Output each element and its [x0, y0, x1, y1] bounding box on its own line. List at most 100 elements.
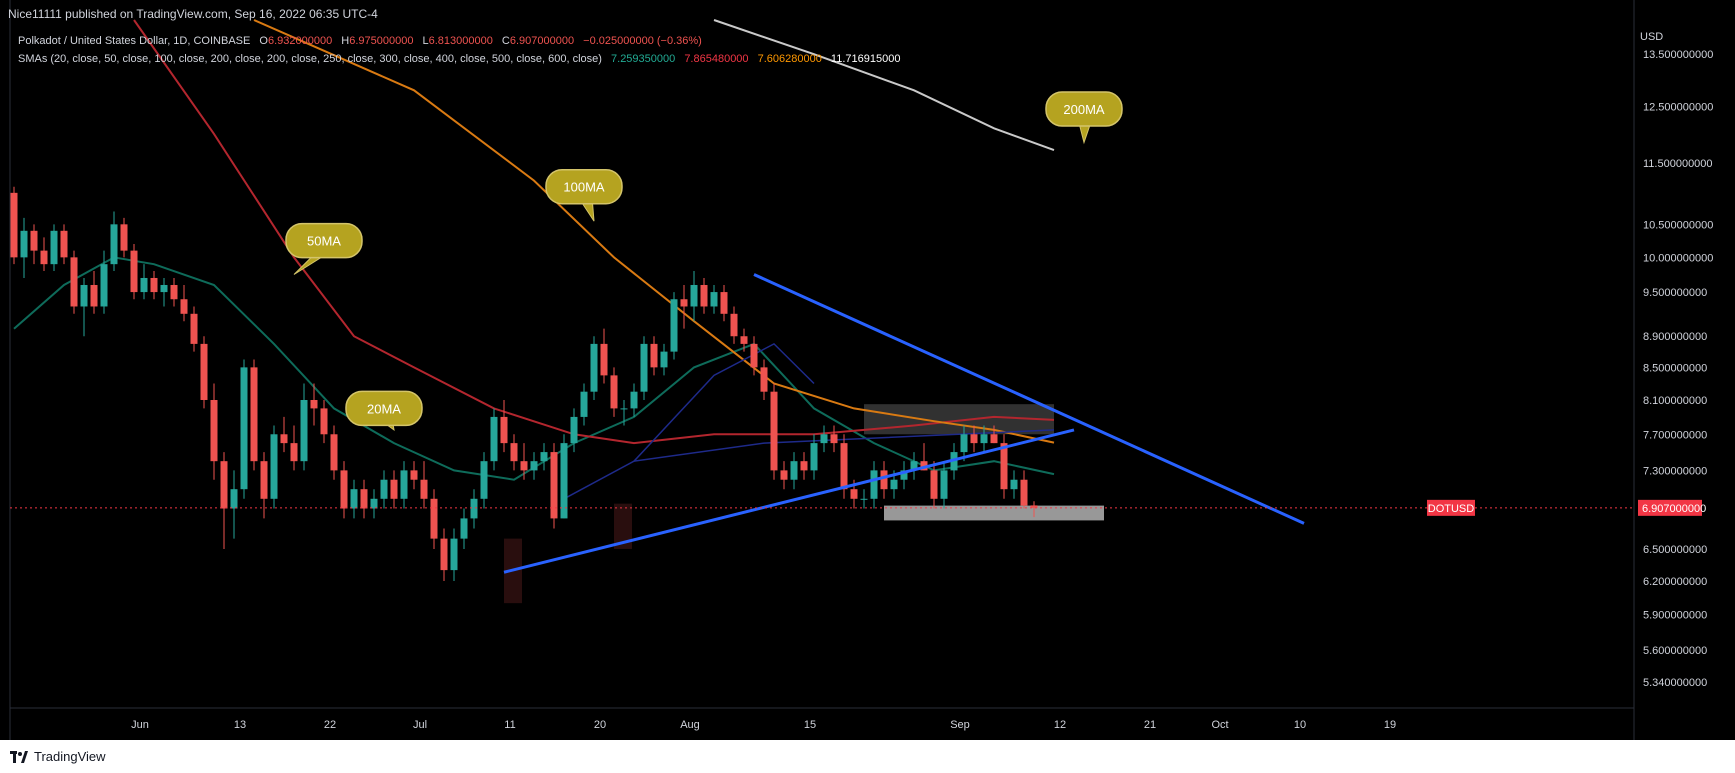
candle-body: [10, 192, 18, 258]
candle-body: [800, 461, 808, 471]
candle-body: [510, 443, 518, 462]
candle: [970, 425, 978, 453]
candle-body: [370, 498, 378, 509]
candle: [820, 425, 828, 453]
candle: [830, 425, 838, 453]
price-axis[interactable]: 13.500000000 12.500000000 11.500000000 10.5…: [1643, 49, 1713, 689]
open-label: O: [259, 35, 268, 47]
candle-body: [380, 479, 388, 499]
candle: [620, 399, 628, 426]
candle-body: [960, 434, 968, 453]
candle: [60, 224, 68, 265]
candle-body: [720, 292, 728, 314]
candle: [990, 425, 998, 444]
x-tick-label: 12: [1054, 719, 1066, 731]
sma-line-navy: [633, 429, 1055, 462]
x-tick-label: Aug: [680, 719, 700, 731]
candle-body: [910, 461, 918, 471]
candle: [980, 425, 988, 453]
candle: [1030, 501, 1038, 518]
candle: [710, 284, 718, 314]
sma-line-blue: [563, 342, 815, 500]
x-tick-label: 15: [804, 719, 816, 731]
candle: [360, 479, 368, 519]
candle-body: [490, 416, 498, 462]
low-value: 6.813000000: [429, 35, 493, 47]
candle-body: [830, 434, 838, 444]
candle-body: [530, 461, 538, 471]
trendlines-layer: [10, 273, 1634, 574]
footer-bar: TradingView: [0, 740, 1735, 773]
candle-body: [290, 443, 298, 462]
y-tick-label: 8.900000000: [1643, 331, 1707, 343]
candle: [120, 217, 128, 258]
candle: [570, 408, 578, 453]
descending-trendline: [753, 273, 1305, 525]
candle-body: [840, 443, 848, 490]
candle-body: [190, 313, 198, 344]
candle: [510, 434, 518, 471]
candle-body: [220, 461, 228, 509]
candle-body: [670, 299, 678, 352]
candle-body: [520, 461, 528, 471]
candle: [530, 452, 538, 480]
candle-body: [100, 264, 108, 307]
candle: [280, 416, 288, 453]
candle: [290, 425, 298, 471]
ohlc-legend: Polkadot / United States Dollar, 1D, COI…: [18, 35, 702, 47]
candle: [110, 211, 118, 272]
candle-body: [890, 479, 898, 490]
callout-bubble: [345, 390, 423, 427]
price-chart[interactable]: 50MA 100MA 20MA 200MA 13.500000000 12.500000…: [0, 0, 1735, 740]
candle: [520, 443, 528, 480]
candle-body: [50, 230, 58, 265]
candle-body: [240, 367, 248, 490]
tradingview-logo[interactable]: TradingView: [10, 749, 106, 764]
candle-body: [1020, 479, 1028, 506]
candle: [330, 425, 338, 480]
candle: [50, 224, 58, 272]
candle: [320, 399, 328, 444]
candle-body: [660, 351, 668, 368]
candle-body: [980, 434, 988, 444]
candle-body: [70, 257, 78, 307]
candle: [660, 343, 668, 376]
candle-body: [870, 470, 878, 499]
candle: [1010, 470, 1018, 499]
candle: [690, 271, 698, 322]
price-badge: [1638, 499, 1702, 516]
time-axis[interactable]: Jun 13 22 Jul 11 20 Aug 15 Sep 12 21 Oct 10 19: [131, 719, 1396, 731]
candle-body: [460, 518, 468, 539]
x-tick-label: Jun: [131, 719, 149, 731]
sma-line-20ma: [13, 256, 1055, 481]
candle: [770, 383, 778, 480]
candle-body: [320, 408, 328, 435]
symbol-badge-label: DOTUSD: [1428, 503, 1475, 515]
candle: [780, 461, 788, 490]
candle-body: [150, 277, 158, 293]
price-badge-label: 6.907000000: [1642, 503, 1706, 515]
candle: [600, 328, 608, 384]
y-tick-label: 10.500000000: [1643, 219, 1713, 231]
candle: [1020, 470, 1028, 509]
candle: [310, 383, 318, 426]
x-tick-label: 11: [504, 719, 515, 731]
candle-body: [880, 470, 888, 490]
y-tick-label: 6.500000000: [1643, 544, 1707, 556]
callout-label: 20MA: [367, 401, 401, 416]
candle: [870, 461, 878, 509]
callout-bubble: [1045, 91, 1123, 127]
candle-body: [160, 284, 168, 293]
candle: [30, 224, 38, 265]
candle-body: [730, 313, 738, 337]
candle: [440, 528, 448, 581]
candle-body: [620, 408, 628, 410]
candle: [730, 306, 738, 344]
candle: [740, 328, 748, 352]
tradingview-logo-icon: [10, 750, 28, 763]
callout-label: 100MA: [563, 180, 605, 195]
candle-body: [470, 498, 478, 519]
candle: [430, 489, 438, 549]
x-tick-label: 21: [1144, 719, 1156, 731]
candle: [580, 383, 588, 426]
